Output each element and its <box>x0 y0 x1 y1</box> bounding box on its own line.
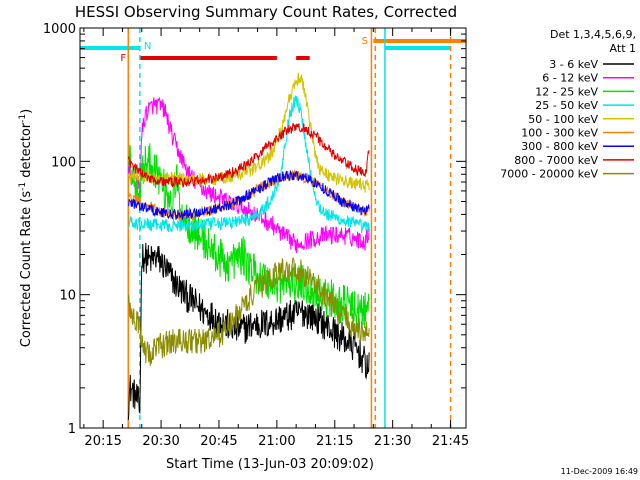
y-tick-label: 100 <box>51 155 76 170</box>
series-line-8 <box>127 257 370 366</box>
x-tick-label: 20:15 <box>84 434 121 449</box>
y-tick-label: 1000 <box>43 22 76 37</box>
x-tick-label: 21:30 <box>374 434 411 449</box>
x-tick-label: 20:30 <box>142 434 179 449</box>
y-axis-label-sup1: -1 <box>18 182 28 191</box>
x-tick-label: 21:15 <box>316 434 353 449</box>
y-tick-label: 1 <box>68 422 76 437</box>
state-marker-N: N <box>144 41 151 52</box>
x-tick-label: 21:45 <box>432 434 469 449</box>
x-tick-labels: 20:15 20:30 20:45 21:00 21:15 21:30 21:45 <box>84 434 469 449</box>
legend-header-line-2: Att 1 <box>610 42 636 55</box>
legend-label-0: 3 - 6 keV <box>549 58 598 71</box>
state-marker-F: F <box>120 53 126 64</box>
legend-label-7: 800 - 7000 keV <box>514 154 598 167</box>
plot-area <box>80 28 466 428</box>
y-tick-label: 10 <box>59 289 76 304</box>
state-marker-S: S <box>362 36 368 47</box>
y-axis-label: Corrected Count Rate (s-1 detector-1) <box>18 109 34 347</box>
y-axis-label-sup2: -1 <box>18 114 28 123</box>
legend-label-8: 7000 - 20000 keV <box>500 168 598 181</box>
axis-ticks <box>80 27 466 429</box>
legend-label-3: 25 - 50 keV <box>535 99 598 112</box>
series-line-3 <box>127 95 370 233</box>
series-line-1 <box>127 96 370 254</box>
series-line-0 <box>127 242 370 420</box>
y-axis-label-mid: detector <box>19 122 34 182</box>
plot-frame <box>79 27 467 429</box>
chart-title: HESSI Observing Summary Count Rates, Cor… <box>75 3 457 21</box>
legend-label-1: 6 - 12 keV <box>542 72 598 85</box>
y-tick-labels: 1 10 100 1000 <box>43 22 76 437</box>
legend-header-line-1: Det 1,3,4,5,6,9, <box>550 28 636 41</box>
x-tick-label: 20:45 <box>200 434 237 449</box>
series-line-6 <box>128 170 370 221</box>
legend-label-6: 300 - 800 keV <box>521 140 598 153</box>
x-tick-label: 21:00 <box>258 434 295 449</box>
timestamp: 11-Dec-2009 16:49 <box>561 467 638 476</box>
y-axis-label-end: ) <box>19 109 34 114</box>
y-axis-label-main: Corrected Count Rate (s <box>19 191 34 348</box>
series-line-2 <box>127 143 370 329</box>
x-axis-label: Start Time (13-Jun-03 20:09:02) <box>166 457 374 472</box>
legend-label-2: 12 - 25 keV <box>535 85 598 98</box>
series-line-7 <box>127 123 370 188</box>
legend-label-5: 100 - 300 keV <box>521 127 598 140</box>
legend-label-4: 50 - 100 keV <box>528 113 598 126</box>
